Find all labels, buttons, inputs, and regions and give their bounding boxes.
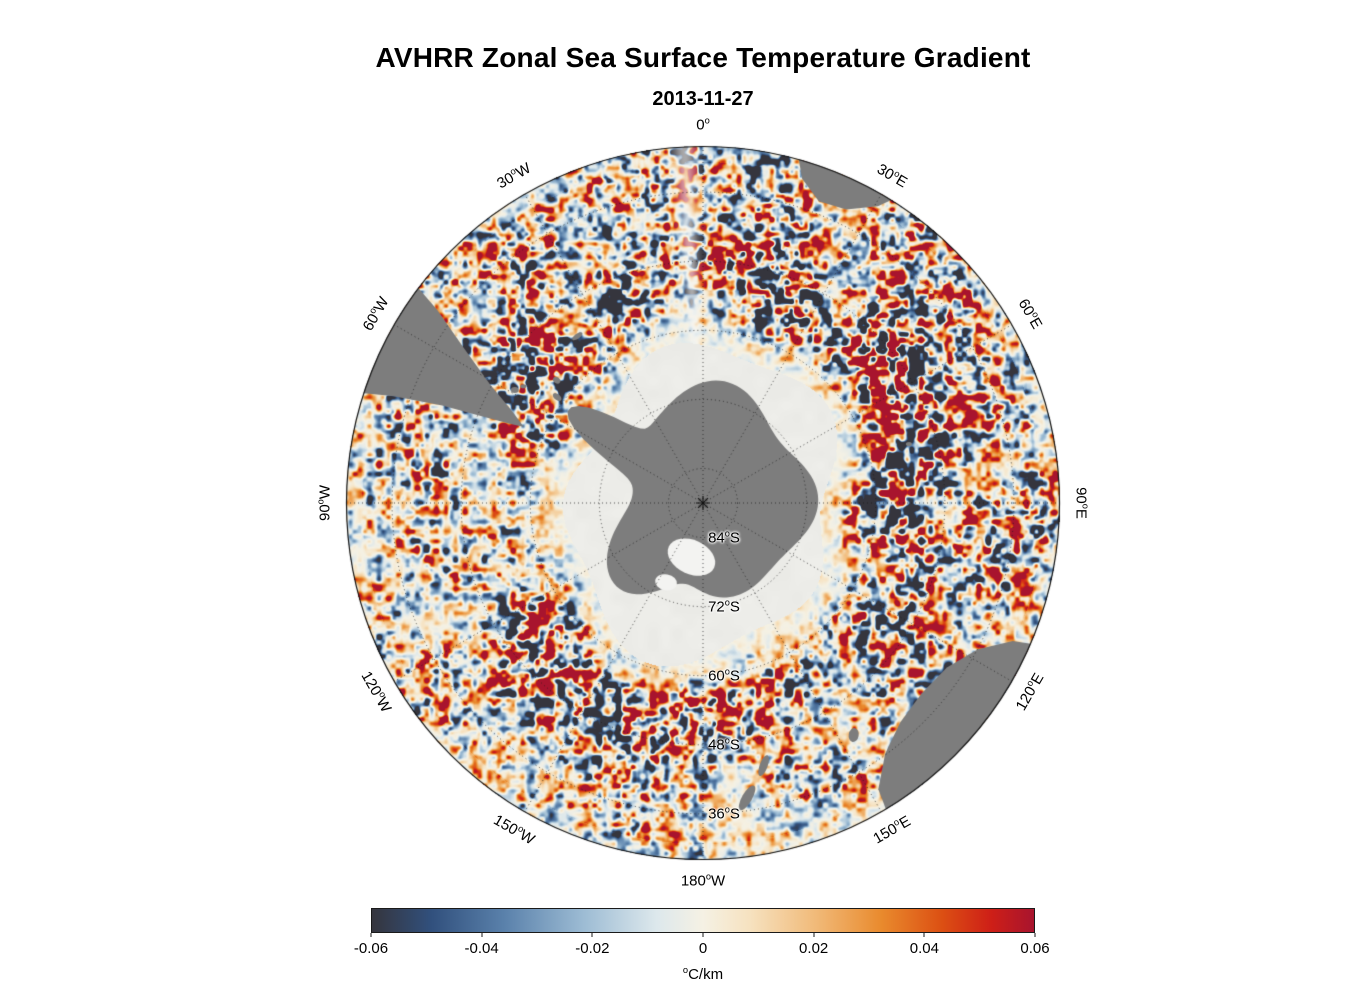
- latitude-label: 60oS: [708, 666, 740, 685]
- colorbar: -0.06 -0.04 -0.02 0 0.02 0.04 0.06 oC/km: [354, 908, 1050, 994]
- colorbar-tickmark: [481, 933, 483, 937]
- figure-title: AVHRR Zonal Sea Surface Temperature Grad…: [375, 42, 1031, 73]
- latitude-label: 48oS: [708, 735, 740, 754]
- colorbar-tickmark: [923, 933, 925, 937]
- colorbar-tickmark: [370, 933, 372, 937]
- colorbar-tick-label: 0.02: [799, 940, 829, 957]
- colorbar-tick-label: -0.06: [353, 940, 389, 957]
- colorbar-tickmark: [813, 933, 815, 937]
- colorbar-tick-label: -0.02: [575, 940, 610, 957]
- longitude-label: 90oW: [315, 484, 334, 522]
- colorbar-tick-label: -0.04: [464, 940, 499, 957]
- colorbar-tickmark: [591, 933, 593, 937]
- colorbar-tick-label: 0.04: [909, 940, 939, 957]
- figure-date-subtitle: 2013-11-27: [652, 88, 754, 110]
- colorbar-unit-label: oC/km: [682, 965, 724, 983]
- colorbar-tick-label: 0: [698, 940, 708, 957]
- longitude-label: 90oE: [1072, 487, 1091, 519]
- polar-map-canvas: [341, 141, 1065, 865]
- colorbar-gradient: [371, 908, 1035, 933]
- colorbar-tickmark: [702, 933, 704, 937]
- latitude-label: 36oS: [708, 804, 740, 823]
- longitude-label: 0o: [696, 115, 710, 134]
- colorbar-tick-label: 0.06: [1020, 940, 1050, 957]
- longitude-label: 180oW: [680, 871, 726, 890]
- colorbar-ticks: -0.06 -0.04 -0.02 0 0.02 0.04 0.06: [354, 933, 1050, 957]
- latitude-label: 72oS: [708, 597, 740, 616]
- latitude-label: 84oS: [708, 528, 740, 547]
- colorbar-tickmark: [1034, 933, 1036, 937]
